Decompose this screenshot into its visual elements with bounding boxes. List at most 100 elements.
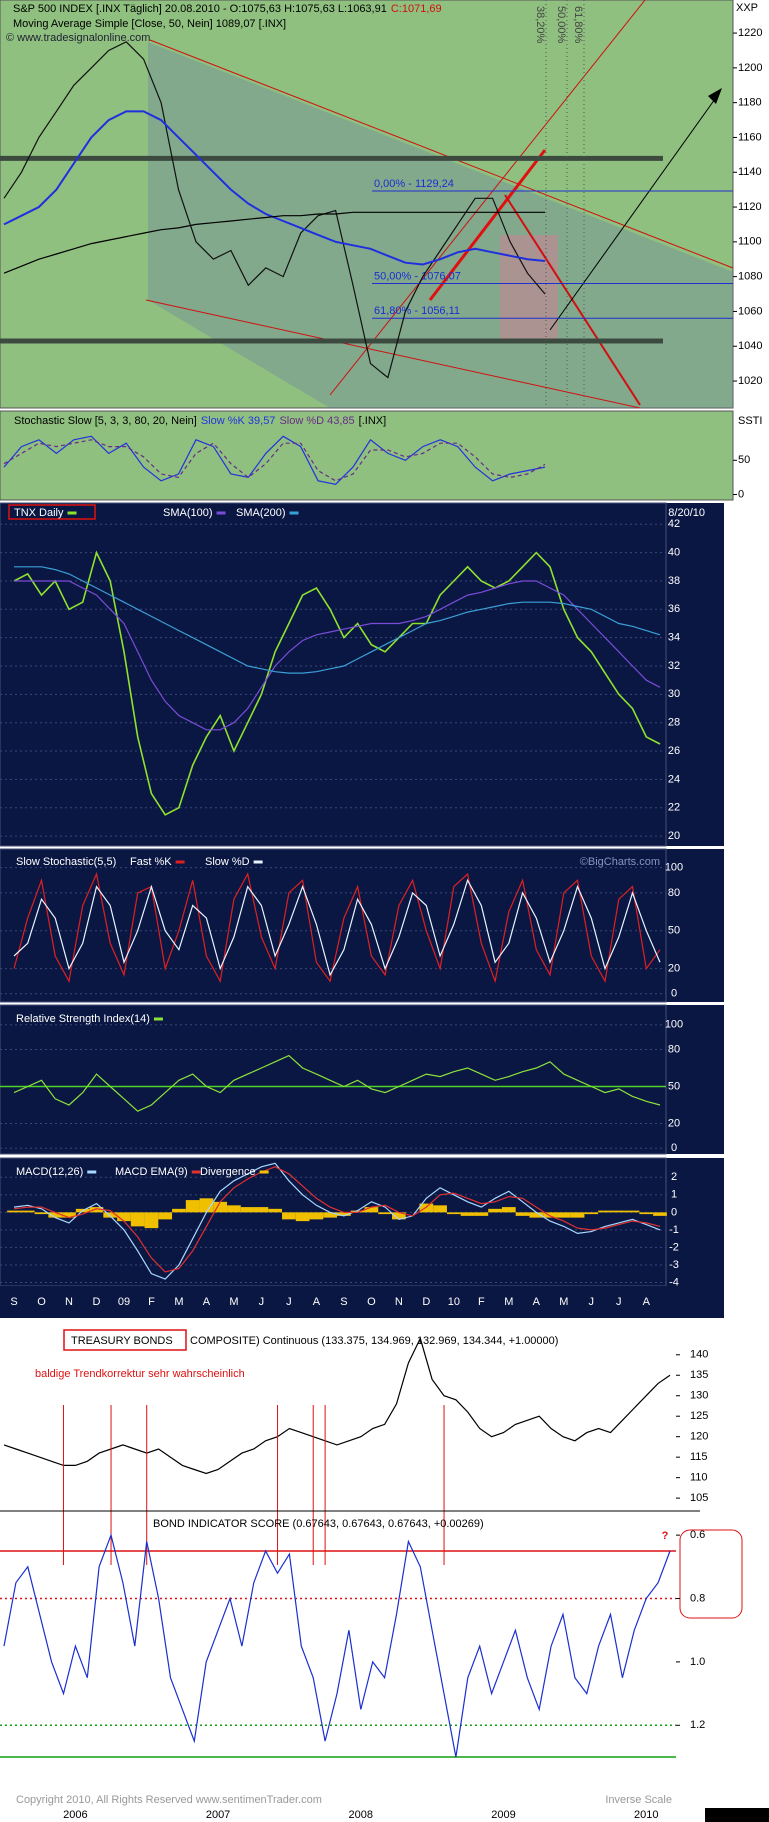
bar [213,1201,228,1213]
y-tick-label: 20 [668,830,680,842]
series-line [3,41,546,379]
chart-title: COMPOSITE) Continuous (133.375, 134.969,… [190,1335,558,1347]
y-tick-label: 50 [668,925,680,937]
y-tick-label: 1.2 [690,1719,705,1731]
bar [199,1198,214,1213]
time-fib-label: 61,80% [572,6,584,44]
bar [295,1212,310,1222]
chart-title: Stochastic Slow [5, 3, 3, 80, 20, Nein] S… [14,415,386,427]
y-tick-label: 34 [668,632,680,644]
bar [543,1212,557,1218]
bar [378,1212,392,1215]
bar [103,1212,118,1218]
chart-title-main: S&P 500 INDEX [.INX Täglich] 20.08.2010 … [13,3,387,15]
x-tick-label: O [37,1296,46,1308]
y-tick-label: 1.0 [690,1656,705,1668]
legend-label: Relative Strength Index(14) [16,1013,150,1025]
time-fib-label: 50,00% [555,6,567,44]
y-tick-label: 20 [668,1117,680,1129]
level-label: 0,00% - 1129,24 [374,178,454,190]
bar [515,1212,530,1216]
y-tick-label: -4 [669,1276,679,1288]
corner-block [705,1808,769,1822]
x-tick-label: 2008 [349,1809,373,1821]
credit: © www.tradesignalonline.com [6,32,150,44]
y-tick-label: 1200 [738,62,762,74]
x-tick-label: A [533,1296,541,1308]
bar [172,1208,186,1213]
bar [391,1212,406,1220]
axis-bg [666,849,724,1002]
legend-label: MACD(12,26) [16,1166,83,1178]
scale-note: Inverse Scale [605,1794,672,1806]
legend-swatch [191,1170,201,1174]
trend-line [428,149,547,301]
y-tick-label: 50 [668,1080,680,1092]
chart-title-suffix: [.INX] [359,415,387,427]
legend-swatch [289,511,299,515]
legend-label: Slow %D [205,856,250,868]
y-tick-label: 50 [738,454,750,466]
legend-swatch [253,860,263,864]
series-line [3,435,546,485]
y-tick-label: 2 [671,1171,677,1183]
x-tick-label: O [367,1296,376,1308]
plot-bg [0,410,734,501]
bar [529,1212,544,1218]
y-tick-label: 110 [690,1472,708,1484]
axis-bg [666,1158,724,1286]
legend-swatch [87,1170,97,1174]
bar [501,1207,516,1213]
credit: ©BigCharts.com [580,856,660,868]
y-tick-label: 38 [668,575,680,587]
x-tick-label: J [616,1296,622,1308]
legend-swatch [153,1017,163,1021]
y-tick-label: 125 [690,1410,708,1422]
y-tick-label: 100 [665,862,683,874]
x-tick-label: F [148,1296,155,1308]
legend-label: SMA(200) [236,507,286,519]
bar [337,1212,351,1216]
chart-title: Slow Stochastic(5,5) [16,856,116,868]
legend-label: TNX Daily [14,507,64,519]
bar [570,1212,585,1218]
y-tick-label: 1060 [738,305,762,317]
series-line [3,1336,671,1475]
series-line [3,439,546,482]
bar [446,1212,461,1215]
y-tick-label: 80 [668,887,680,899]
bar [598,1210,612,1213]
legend-box [8,504,96,520]
y-tick-label: 28 [668,717,680,729]
legend-swatch [67,511,77,515]
series-line [13,1166,661,1273]
x-tick-label: S [10,1296,17,1308]
bar [433,1205,447,1213]
annotation: baldige Trendkorrektur sehr wahrscheinli… [35,1368,245,1380]
bar [611,1210,626,1213]
x-tick-label: 2009 [491,1809,515,1821]
bar [48,1212,63,1218]
x-tick-label: J [259,1296,265,1308]
x-tick-label: 2006 [63,1809,87,1821]
bar [144,1212,159,1229]
bar [639,1212,654,1215]
bar [460,1212,475,1216]
series-line [14,566,661,674]
bar [185,1200,200,1213]
y-tick-label: 0 [738,488,744,500]
series-line [3,211,545,274]
bar [309,1212,324,1220]
bar [34,1212,49,1215]
corner-label: XXP [736,2,758,14]
y-tick-label: 0 [671,988,677,1000]
x-tick-label: A [313,1296,321,1308]
x-tick-label: 2010 [634,1809,658,1821]
x-tick-label: N [395,1296,403,1308]
legend-label: Slow %K 39,57 [201,415,276,427]
bar [130,1212,145,1227]
y-tick-label: 36 [668,603,680,615]
chart-title: S&P 500 INDEX [.INX Täglich] 20.08.2010 … [13,3,442,15]
bar [227,1205,241,1213]
bar [419,1203,434,1213]
